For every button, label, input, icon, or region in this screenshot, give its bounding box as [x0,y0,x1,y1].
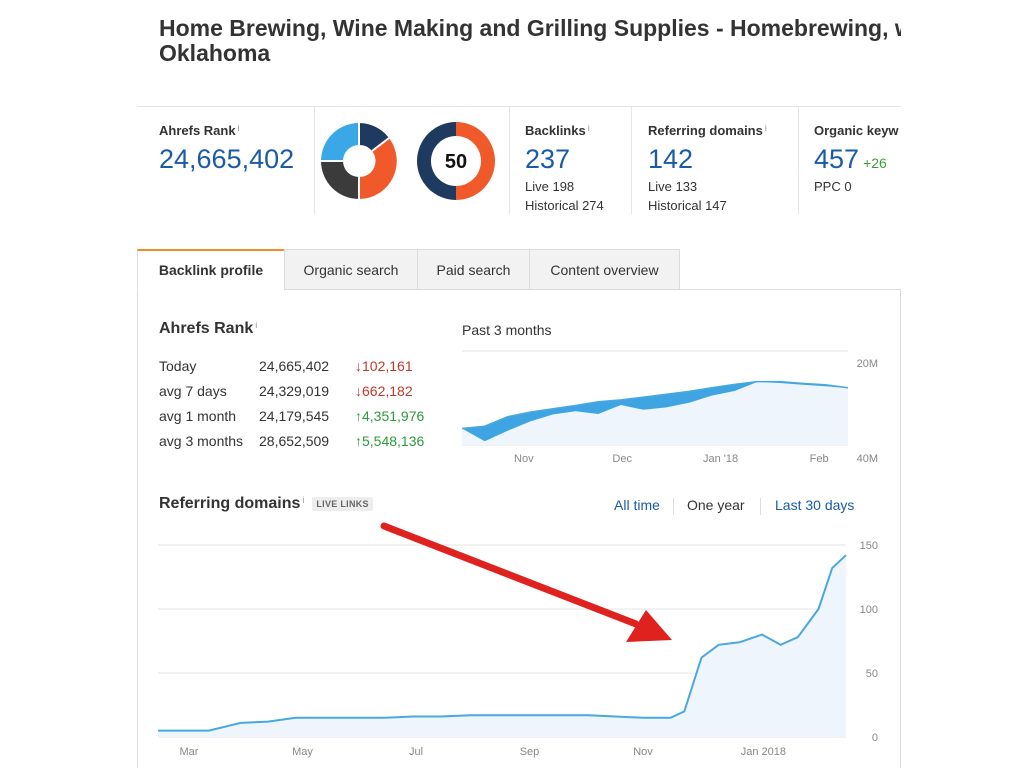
rank-row-label: avg 7 days [159,383,227,399]
y-tick-label: 40M [857,453,878,465]
page-title-line1: Home Brewing, Wine Making and Grilling S… [159,16,901,41]
stat-organic-keywords-ppc: PPC 0 [814,179,852,194]
info-icon[interactable]: i [587,123,590,133]
ur-ring-orange [456,122,495,200]
stat-ahrefs-rank-value[interactable]: 24,665,402 [159,144,295,174]
rank-row-label: Today [159,358,197,374]
donut-separator [371,137,390,152]
stat-backlinks-historical: Historical 274 [525,198,604,213]
range-last-30-days[interactable]: Last 30 days [775,497,855,513]
info-icon[interactable]: i [255,320,258,330]
y-tick-label: 150 [860,540,878,552]
y-tick-label: 0 [872,732,878,744]
x-tick-label: Jul [409,746,423,758]
donut-segment-blue [321,123,359,161]
stat-backlinks-value[interactable]: 237 [525,144,571,174]
rank-row-value: 24,665,402 [259,358,330,374]
ahrefs-rank-section-title: Ahrefs Rank [159,320,254,337]
x-tick-label: Nov [633,746,653,758]
referring-domains-section-title: Referring domains [159,495,301,512]
x-tick-label: Sep [520,746,540,758]
rank-row-change: 102,161 [362,358,413,374]
arrow-down-icon: ↓ [355,358,362,374]
stat-referring-domains-label: Referring domains [648,123,763,138]
stat-referring-domains-historical: Historical 147 [648,198,727,213]
donut-segment-dark [321,161,359,199]
stat-referring-domains-live: Live 133 [648,179,698,194]
stat-referring-domains-value[interactable]: 142 [648,144,694,174]
ahrefs-rank-chart: Nov Dec Jan '18 Feb 20M 40M [461,350,878,465]
x-tick-label: Mar [180,746,199,758]
rank-chart-period-label: Past 3 months [462,322,552,338]
info-icon[interactable]: i [764,123,767,133]
arrow-up-icon: ↑ [355,408,362,424]
range-separator [760,498,761,515]
rank-row-label: avg 3 months [159,433,244,449]
x-tick-label: Feb [810,453,829,465]
ur-rating-value: 50 [445,151,467,173]
divider [314,107,315,214]
rank-row-value: 24,179,545 [259,408,330,424]
ur-rating-donut: 50 [417,122,495,200]
x-tick-label: Jan 2018 [741,746,786,758]
stat-backlinks-live: Live 198 [525,179,575,194]
rank-chart-fill-light [462,381,848,445]
x-tick-label: Jan '18 [703,453,738,465]
tab-bar: Backlink profile Organic search Paid sea… [137,249,901,290]
range-separator [673,498,674,515]
divider [509,107,510,214]
referring-domains-fill [158,555,846,737]
stat-ahrefs-rank: Ahrefs Rank i 24,665,402 [159,107,309,214]
divider [798,107,799,214]
range-one-year[interactable]: One year [687,497,745,513]
stats-row: Ahrefs Rank i 24,665,402 50 Backlinks i 23… [137,106,901,214]
referring-domains-line [158,554,847,732]
stat-ahrefs-rank-label: Ahrefs Rank [159,123,236,138]
range-selector: All time One year Last 30 days [614,497,864,517]
range-all-time[interactable]: All time [614,497,660,513]
info-icon[interactable]: i [302,495,305,505]
y-tick-label: 20M [857,358,878,370]
y-tick-label: 100 [860,604,878,616]
rank-row-change: 4,351,976 [362,408,425,424]
rank-row-change: 662,182 [362,383,413,399]
arrow-shaft [380,522,640,628]
stat-organic-keywords: Organic keyw 457 +26 PPC 0 [814,107,901,214]
info-icon[interactable]: i [237,123,240,133]
divider [631,107,632,214]
x-tick-label: Dec [612,453,632,465]
tab-organic-search[interactable]: Organic search [284,249,418,290]
rank-row-value: 28,652,509 [259,433,330,449]
tab-paid-search[interactable]: Paid search [417,249,530,290]
donut-segment-navy [359,123,389,151]
referring-domains-chart: Mar May Jul Sep Nov Jan 2018 0 50 100 150 [158,540,878,758]
live-links-badge: LIVE LINKS [312,496,373,511]
arrow-up-icon: ↑ [355,433,362,449]
stat-referring-domains: Referring domains i 142 Live 133 Historic… [648,107,798,214]
stat-organic-keywords-value[interactable]: 457 [814,144,860,174]
tab-content-overview[interactable]: Content overview [529,249,680,290]
rank-chart-line [461,380,849,430]
tab-backlink-profile[interactable]: Backlink profile [137,249,285,290]
donut-segment-orange [359,138,397,199]
rank-row-value: 24,329,019 [259,383,330,399]
x-tick-label: Nov [514,453,534,465]
referring-domains-donut-chart [321,123,397,199]
ur-center [432,137,480,185]
rank-row-label: avg 1 month [159,408,237,424]
arrow-down-icon: ↓ [355,383,362,399]
page-title: Home Brewing, Wine Making and Grilling S… [159,16,901,72]
x-tick-label: May [292,746,313,758]
ur-ring-navy [417,122,456,200]
page-title-line2: Oklahoma [159,40,271,66]
arrow-head [626,610,672,642]
stat-backlinks: Backlinks i 237 Live 198 Historical 274 [525,107,635,214]
rank-row-change: 5,548,136 [362,433,425,449]
stat-organic-keywords-delta: +26 [863,155,887,171]
stat-organic-keywords-label: Organic keyw [814,123,899,138]
y-tick-label: 50 [866,668,878,680]
annotation-arrow [380,522,672,642]
stat-backlinks-label: Backlinks [525,123,586,138]
